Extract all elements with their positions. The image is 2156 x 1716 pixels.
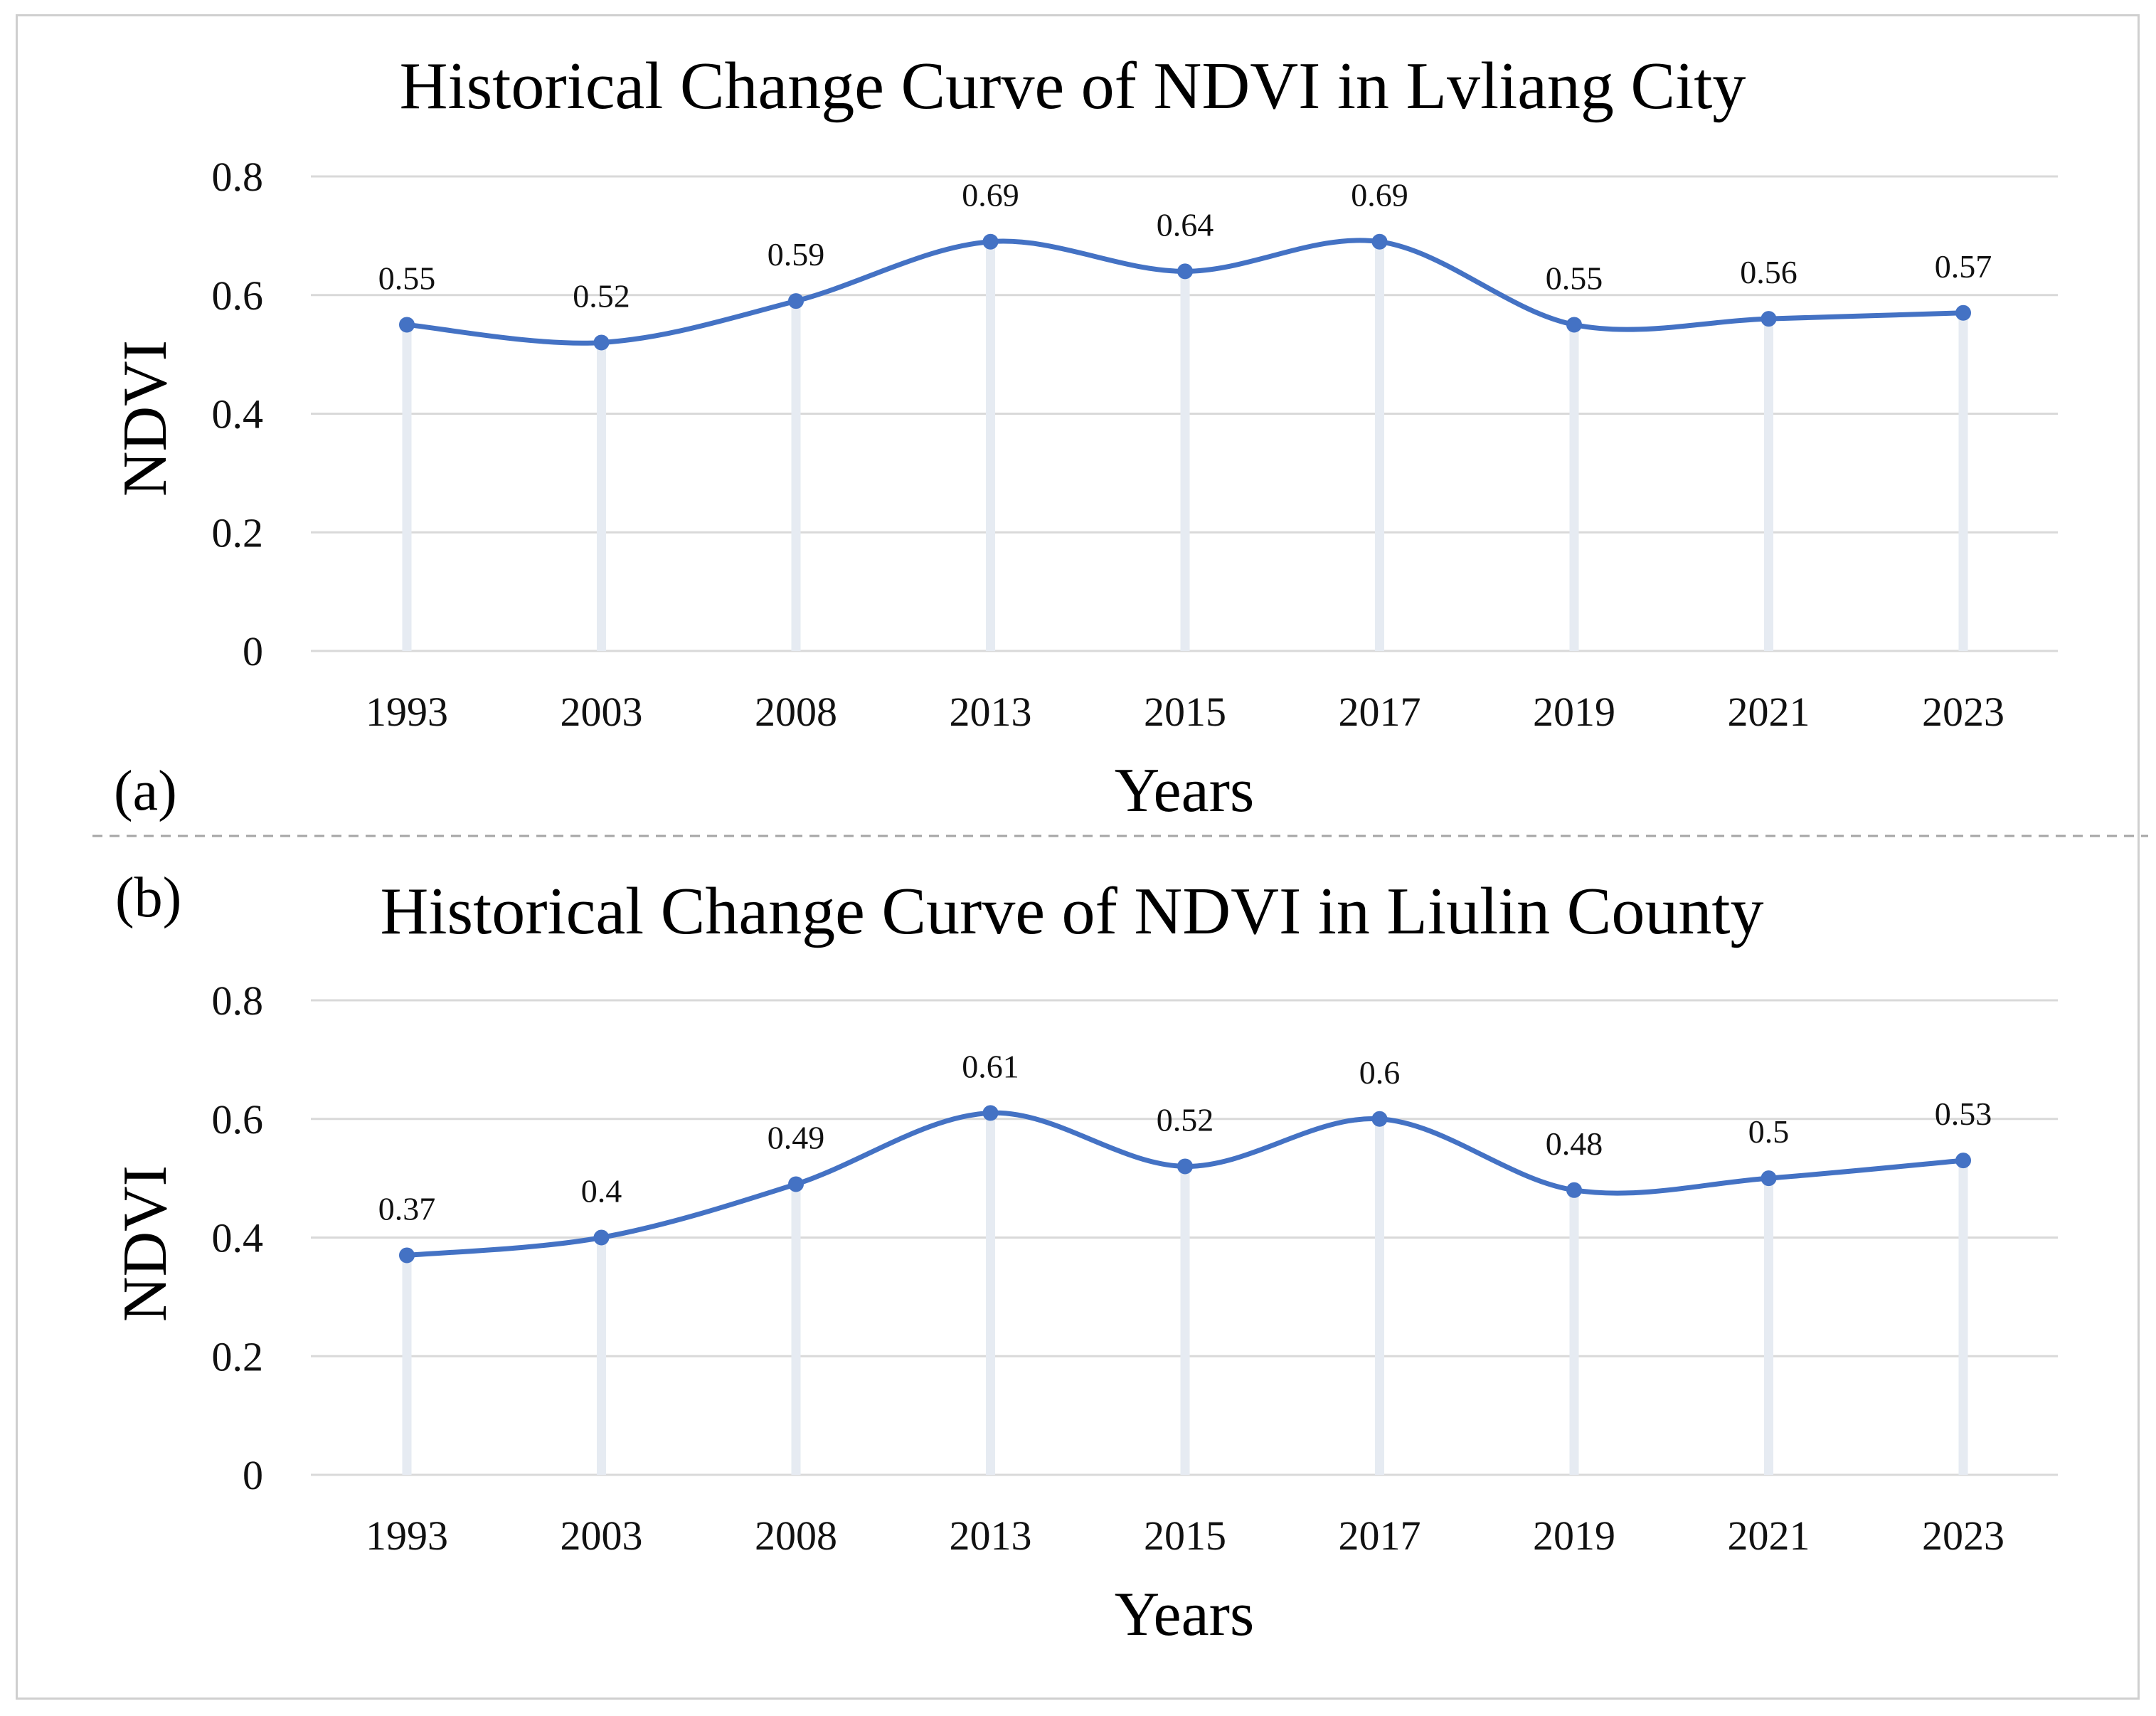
y-tick-label: 0.6 [212, 1096, 264, 1143]
panel-label-a: (a) [114, 760, 177, 822]
x-tick-label: 2003 [561, 689, 643, 735]
data-point [1566, 317, 1582, 333]
figure-frame [16, 14, 2140, 1700]
data-point [982, 233, 999, 250]
droplines [402, 241, 1968, 651]
data-label: 0.53 [1935, 1096, 1992, 1132]
data-point [1955, 304, 1971, 321]
y-tick-label: 0.8 [212, 978, 264, 1024]
data-markers [399, 233, 1971, 351]
x-tick-label: 2023 [1922, 1513, 2004, 1559]
data-point [982, 1105, 999, 1121]
x-tick-labels: 1993 2003 2008 2013 2015 2017 2019 2021 2023 [366, 689, 2004, 735]
x-tick-label: 2008 [755, 689, 837, 735]
y-tick-label: 0.8 [212, 154, 264, 200]
data-point [1371, 233, 1388, 250]
data-point [399, 317, 415, 333]
data-labels: 0.37 0.4 0.49 0.61 0.52 0.6 0.48 0.5 0.53 [378, 1048, 1992, 1227]
y-tick-label: 0.4 [212, 391, 264, 438]
y-tick-labels: 0 0.2 0.4 0.6 0.8 [212, 978, 264, 1498]
chart-title: Historical Change Curve of NDVI in Liuli… [381, 874, 1764, 948]
data-label: 0.55 [1546, 260, 1603, 296]
data-label: 0.52 [573, 277, 630, 314]
x-tick-label: 2019 [1533, 689, 1615, 735]
data-label: 0.57 [1935, 248, 1992, 285]
data-label: 0.48 [1546, 1126, 1603, 1162]
data-point [1177, 263, 1193, 280]
y-tick-labels: 0 0.2 0.4 0.6 0.8 [212, 154, 264, 674]
y-tick-label: 0.2 [212, 509, 264, 556]
data-point [1761, 311, 1777, 327]
x-tick-label: 2017 [1339, 689, 1421, 735]
x-tick-label: 2013 [950, 1513, 1032, 1559]
x-tick-label: 2019 [1533, 1513, 1615, 1559]
x-tick-label: 1993 [366, 1513, 448, 1559]
data-point [1955, 1153, 1971, 1169]
y-tick-label: 0.6 [212, 272, 264, 319]
data-label: 0.61 [962, 1048, 1019, 1084]
x-tick-labels: 1993 2003 2008 2013 2015 2017 2019 2021 2023 [366, 1513, 2004, 1559]
x-axis-label: Years [1115, 1580, 1254, 1649]
data-point [593, 334, 610, 351]
data-point [1177, 1158, 1193, 1175]
x-tick-label: 2021 [1728, 689, 1810, 735]
y-axis-label: NDVI [111, 340, 180, 497]
data-point [1566, 1182, 1582, 1198]
chart-title: Historical Change Curve of NDVI in Lvlia… [400, 49, 1746, 123]
x-tick-label: 2023 [1922, 689, 2004, 735]
data-label: 0.4 [581, 1173, 622, 1209]
x-axis-label: Years [1115, 756, 1254, 825]
data-labels: 0.55 0.52 0.59 0.69 0.64 0.69 0.55 0.56 0.57 [378, 177, 1992, 314]
data-point [593, 1229, 610, 1246]
data-label: 0.52 [1157, 1101, 1214, 1138]
chart-panel-b: (b) Historical Change Curve of NDVI in L… [111, 867, 2058, 1649]
data-point [399, 1247, 415, 1264]
data-label: 0.69 [962, 177, 1019, 213]
data-point [1761, 1170, 1777, 1187]
droplines [402, 1113, 1968, 1475]
x-tick-label: 2013 [950, 689, 1032, 735]
data-label: 0.56 [1740, 254, 1797, 290]
data-label: 0.55 [378, 260, 436, 296]
x-tick-label: 2015 [1144, 1513, 1226, 1559]
data-label: 0.59 [768, 236, 825, 272]
y-tick-label: 0.4 [212, 1215, 264, 1261]
y-tick-label: 0 [243, 1452, 263, 1498]
data-point [788, 1176, 804, 1192]
data-label: 0.37 [378, 1191, 436, 1227]
data-label: 0.6 [1359, 1054, 1401, 1091]
y-axis-label: NDVI [111, 1165, 180, 1322]
data-label: 0.64 [1157, 206, 1214, 243]
data-label: 0.49 [768, 1119, 825, 1155]
x-tick-label: 2015 [1144, 689, 1226, 735]
y-tick-label: 0.2 [212, 1333, 264, 1379]
data-label: 0.5 [1748, 1113, 1790, 1150]
data-markers [399, 1105, 1971, 1264]
x-tick-label: 2008 [755, 1513, 837, 1559]
data-point [1371, 1111, 1388, 1127]
data-point [788, 293, 804, 309]
panel-label-b: (b) [115, 867, 181, 929]
x-tick-label: 2021 [1728, 1513, 1810, 1559]
x-tick-label: 2017 [1339, 1513, 1421, 1559]
y-tick-label: 0 [243, 628, 263, 674]
chart-panel-a: Historical Change Curve of NDVI in Lvlia… [111, 49, 2058, 825]
x-tick-label: 1993 [366, 689, 448, 735]
x-tick-label: 2003 [561, 1513, 643, 1559]
data-label: 0.69 [1351, 177, 1408, 213]
